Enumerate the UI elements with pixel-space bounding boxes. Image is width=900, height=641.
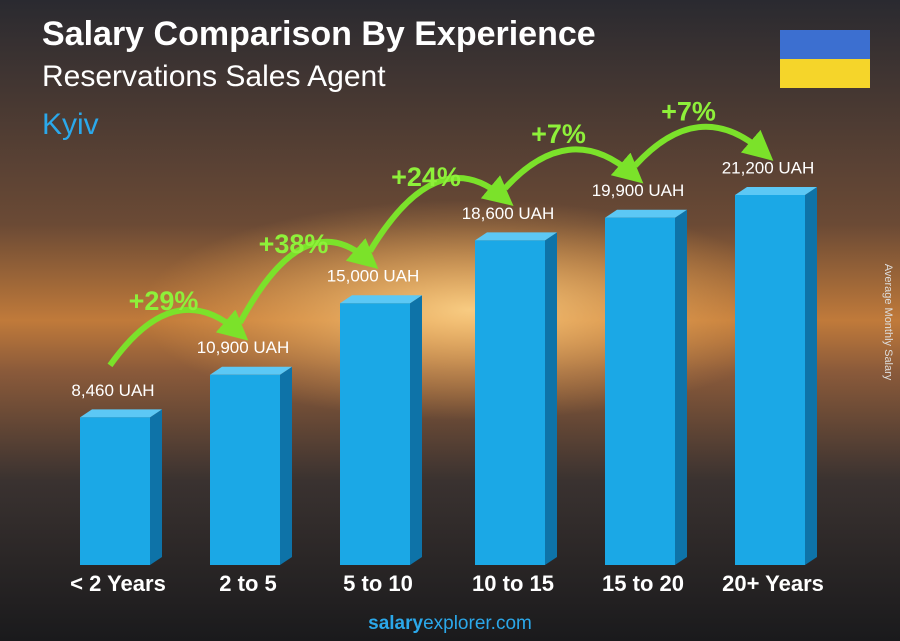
- value-label: 15,000 UAH: [327, 267, 420, 286]
- flag-yellow: [780, 59, 870, 88]
- footer-domain: explorer.com: [423, 613, 532, 634]
- x-tick-label: < 2 Years: [70, 571, 166, 596]
- chart-title: Salary Comparison By Experience: [42, 15, 596, 53]
- value-label: 8,460 UAH: [71, 381, 154, 400]
- x-tick-label: 5 to 10: [343, 571, 413, 596]
- change-label: +24%: [391, 162, 461, 192]
- change-arrow: [237, 238, 379, 325]
- footer-site: salary: [368, 613, 423, 634]
- change-label: +38%: [259, 229, 329, 259]
- footer: salaryexplorer.com: [368, 613, 532, 634]
- bar-side: [280, 366, 292, 565]
- bar: [605, 217, 675, 566]
- bar-top: [475, 232, 557, 241]
- bar: [735, 195, 805, 565]
- value-label: 10,900 UAH: [197, 338, 290, 357]
- value-label: 18,600 UAH: [462, 204, 555, 223]
- change-arrow: [632, 123, 774, 168]
- x-tick-label: 15 to 20: [602, 571, 684, 596]
- subtitle: Reservations Sales Agent: [42, 60, 386, 93]
- bar-side: [545, 232, 557, 565]
- change-arrow: [502, 146, 644, 191]
- change-arrow: [367, 175, 514, 253]
- bar-top: [80, 409, 162, 418]
- bar-side: [150, 409, 162, 565]
- bar-side: [410, 295, 422, 565]
- x-tick-label: 10 to 15: [472, 571, 554, 596]
- value-label: 19,900 UAH: [592, 181, 685, 200]
- bar: [340, 303, 410, 565]
- bar-top: [605, 209, 687, 218]
- bar: [210, 374, 280, 565]
- x-tick-label: 20+ Years: [722, 571, 824, 596]
- bar: [475, 240, 545, 565]
- bar-top: [340, 295, 422, 304]
- location: Kyiv: [42, 108, 99, 141]
- flag-blue: [780, 30, 870, 59]
- change-label: +29%: [129, 286, 199, 316]
- bar: [80, 417, 150, 565]
- bar-top: [210, 366, 292, 375]
- change-label: +7%: [531, 119, 586, 149]
- value-label: 21,200 UAH: [722, 158, 815, 177]
- y-axis-label: Average Monthly Salary: [882, 264, 894, 381]
- change-label: +7%: [661, 96, 716, 126]
- bar-top: [735, 187, 817, 195]
- change-arrow: [107, 306, 249, 368]
- bar-side: [805, 187, 817, 565]
- bar-side: [675, 209, 687, 566]
- x-tick-label: 2 to 5: [219, 571, 276, 596]
